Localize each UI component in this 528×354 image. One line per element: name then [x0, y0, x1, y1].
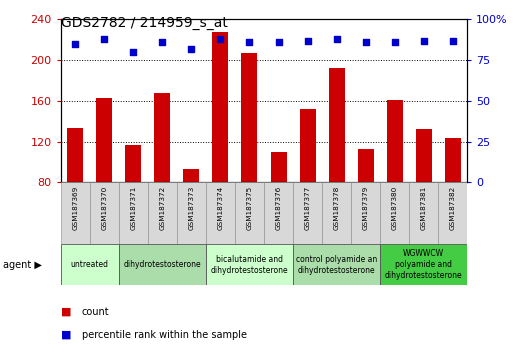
- Text: GSM187377: GSM187377: [305, 185, 310, 230]
- Bar: [357, 149, 374, 264]
- Point: [158, 39, 167, 45]
- Text: GSM187381: GSM187381: [421, 185, 427, 230]
- Point: [100, 36, 109, 42]
- Text: GDS2782 / 214959_s_at: GDS2782 / 214959_s_at: [61, 16, 228, 30]
- Bar: [270, 152, 287, 264]
- Text: agent ▶: agent ▶: [3, 259, 42, 270]
- Text: GSM187379: GSM187379: [363, 185, 369, 230]
- Text: GSM187378: GSM187378: [334, 185, 340, 230]
- Point: [129, 49, 138, 55]
- Text: GSM187371: GSM187371: [130, 185, 136, 230]
- Text: GSM187380: GSM187380: [392, 185, 398, 230]
- Point: [420, 38, 428, 44]
- Bar: [148, 182, 177, 244]
- Text: ■: ■: [61, 307, 71, 316]
- Bar: [241, 53, 258, 264]
- Text: ■: ■: [61, 330, 71, 339]
- Point: [245, 39, 254, 45]
- Point: [216, 36, 225, 42]
- Point: [391, 39, 399, 45]
- Text: untreated: untreated: [71, 260, 109, 269]
- Text: count: count: [82, 307, 109, 316]
- Point: [449, 38, 457, 44]
- Point: [275, 39, 283, 45]
- Point: [71, 41, 80, 47]
- Bar: [177, 182, 206, 244]
- Text: control polyamide an
dihydrotestosterone: control polyamide an dihydrotestosterone: [296, 255, 377, 275]
- Bar: [90, 182, 119, 244]
- Bar: [183, 169, 200, 264]
- Bar: [119, 244, 206, 285]
- Text: GSM187370: GSM187370: [101, 185, 107, 230]
- Text: WGWWCW
polyamide and
dihydrotestosterone: WGWWCW polyamide and dihydrotestosterone: [385, 249, 463, 280]
- Bar: [409, 182, 438, 244]
- Bar: [438, 182, 467, 244]
- Text: GSM187374: GSM187374: [218, 185, 223, 230]
- Bar: [154, 93, 171, 264]
- Text: GSM187382: GSM187382: [450, 185, 456, 230]
- Bar: [380, 182, 409, 244]
- Bar: [445, 138, 461, 264]
- Text: GSM187375: GSM187375: [247, 185, 252, 230]
- Bar: [293, 182, 322, 244]
- Point: [361, 39, 370, 45]
- Bar: [380, 244, 467, 285]
- Bar: [351, 182, 380, 244]
- Bar: [119, 182, 148, 244]
- Bar: [328, 68, 345, 264]
- Point: [303, 38, 312, 44]
- Bar: [416, 130, 432, 264]
- Bar: [322, 182, 351, 244]
- Text: GSM187376: GSM187376: [276, 185, 281, 230]
- Text: percentile rank within the sample: percentile rank within the sample: [82, 330, 247, 339]
- Point: [187, 46, 196, 52]
- Point: [333, 36, 341, 42]
- Text: bicalutamide and
dihydrotestosterone: bicalutamide and dihydrotestosterone: [211, 255, 288, 275]
- Text: GSM187369: GSM187369: [72, 185, 78, 230]
- Bar: [206, 244, 293, 285]
- Bar: [293, 244, 380, 285]
- Bar: [61, 244, 119, 285]
- Bar: [206, 182, 235, 244]
- Bar: [96, 98, 112, 264]
- Bar: [125, 145, 142, 264]
- Bar: [386, 100, 403, 264]
- Bar: [61, 182, 90, 244]
- Text: dihydrotestosterone: dihydrotestosterone: [124, 260, 201, 269]
- Bar: [67, 129, 83, 264]
- Text: GSM187372: GSM187372: [159, 185, 165, 230]
- Bar: [264, 182, 293, 244]
- Bar: [212, 32, 229, 264]
- Bar: [299, 109, 316, 264]
- Bar: [235, 182, 264, 244]
- Text: GSM187373: GSM187373: [188, 185, 194, 230]
